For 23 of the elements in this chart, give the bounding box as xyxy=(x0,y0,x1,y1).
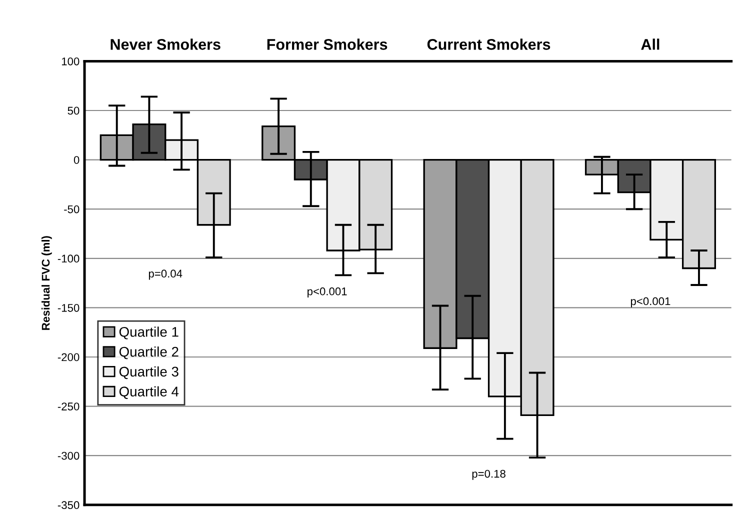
annotation: p<0.001 xyxy=(630,297,670,308)
y-tick-label: 0 xyxy=(74,156,80,164)
legend-label: Quartile 2 xyxy=(119,346,178,360)
y-tick-label: -250 xyxy=(58,402,80,410)
y-tick-label: -350 xyxy=(58,501,80,510)
y-tick-label: -50 xyxy=(64,205,80,214)
legend-label: Quartile 1 xyxy=(119,326,178,340)
annotation: p<0.001 xyxy=(308,287,347,298)
legend-label: Quartile 4 xyxy=(119,386,179,399)
y-axis-title: Residual FVC (ml) xyxy=(42,236,52,330)
y-tick-label: 50 xyxy=(68,106,80,115)
y-tick-label: -300 xyxy=(58,452,80,460)
y-tick-label: -150 xyxy=(58,304,80,312)
legend-label: Quartile 3 xyxy=(119,366,178,380)
y-tick-label: -200 xyxy=(58,353,80,362)
annotation: p=0.18 xyxy=(472,470,506,480)
x-tick-label: Former Smokers xyxy=(267,38,388,50)
x-tick-label: Current Smokers xyxy=(427,38,550,50)
x-tick-label: All xyxy=(641,38,660,50)
y-tick-label: 100 xyxy=(62,57,80,66)
y-tick-label: -100 xyxy=(58,254,80,263)
x-tick-label: Never Smokers xyxy=(110,38,220,50)
annotation: p=0.04 xyxy=(148,270,182,280)
